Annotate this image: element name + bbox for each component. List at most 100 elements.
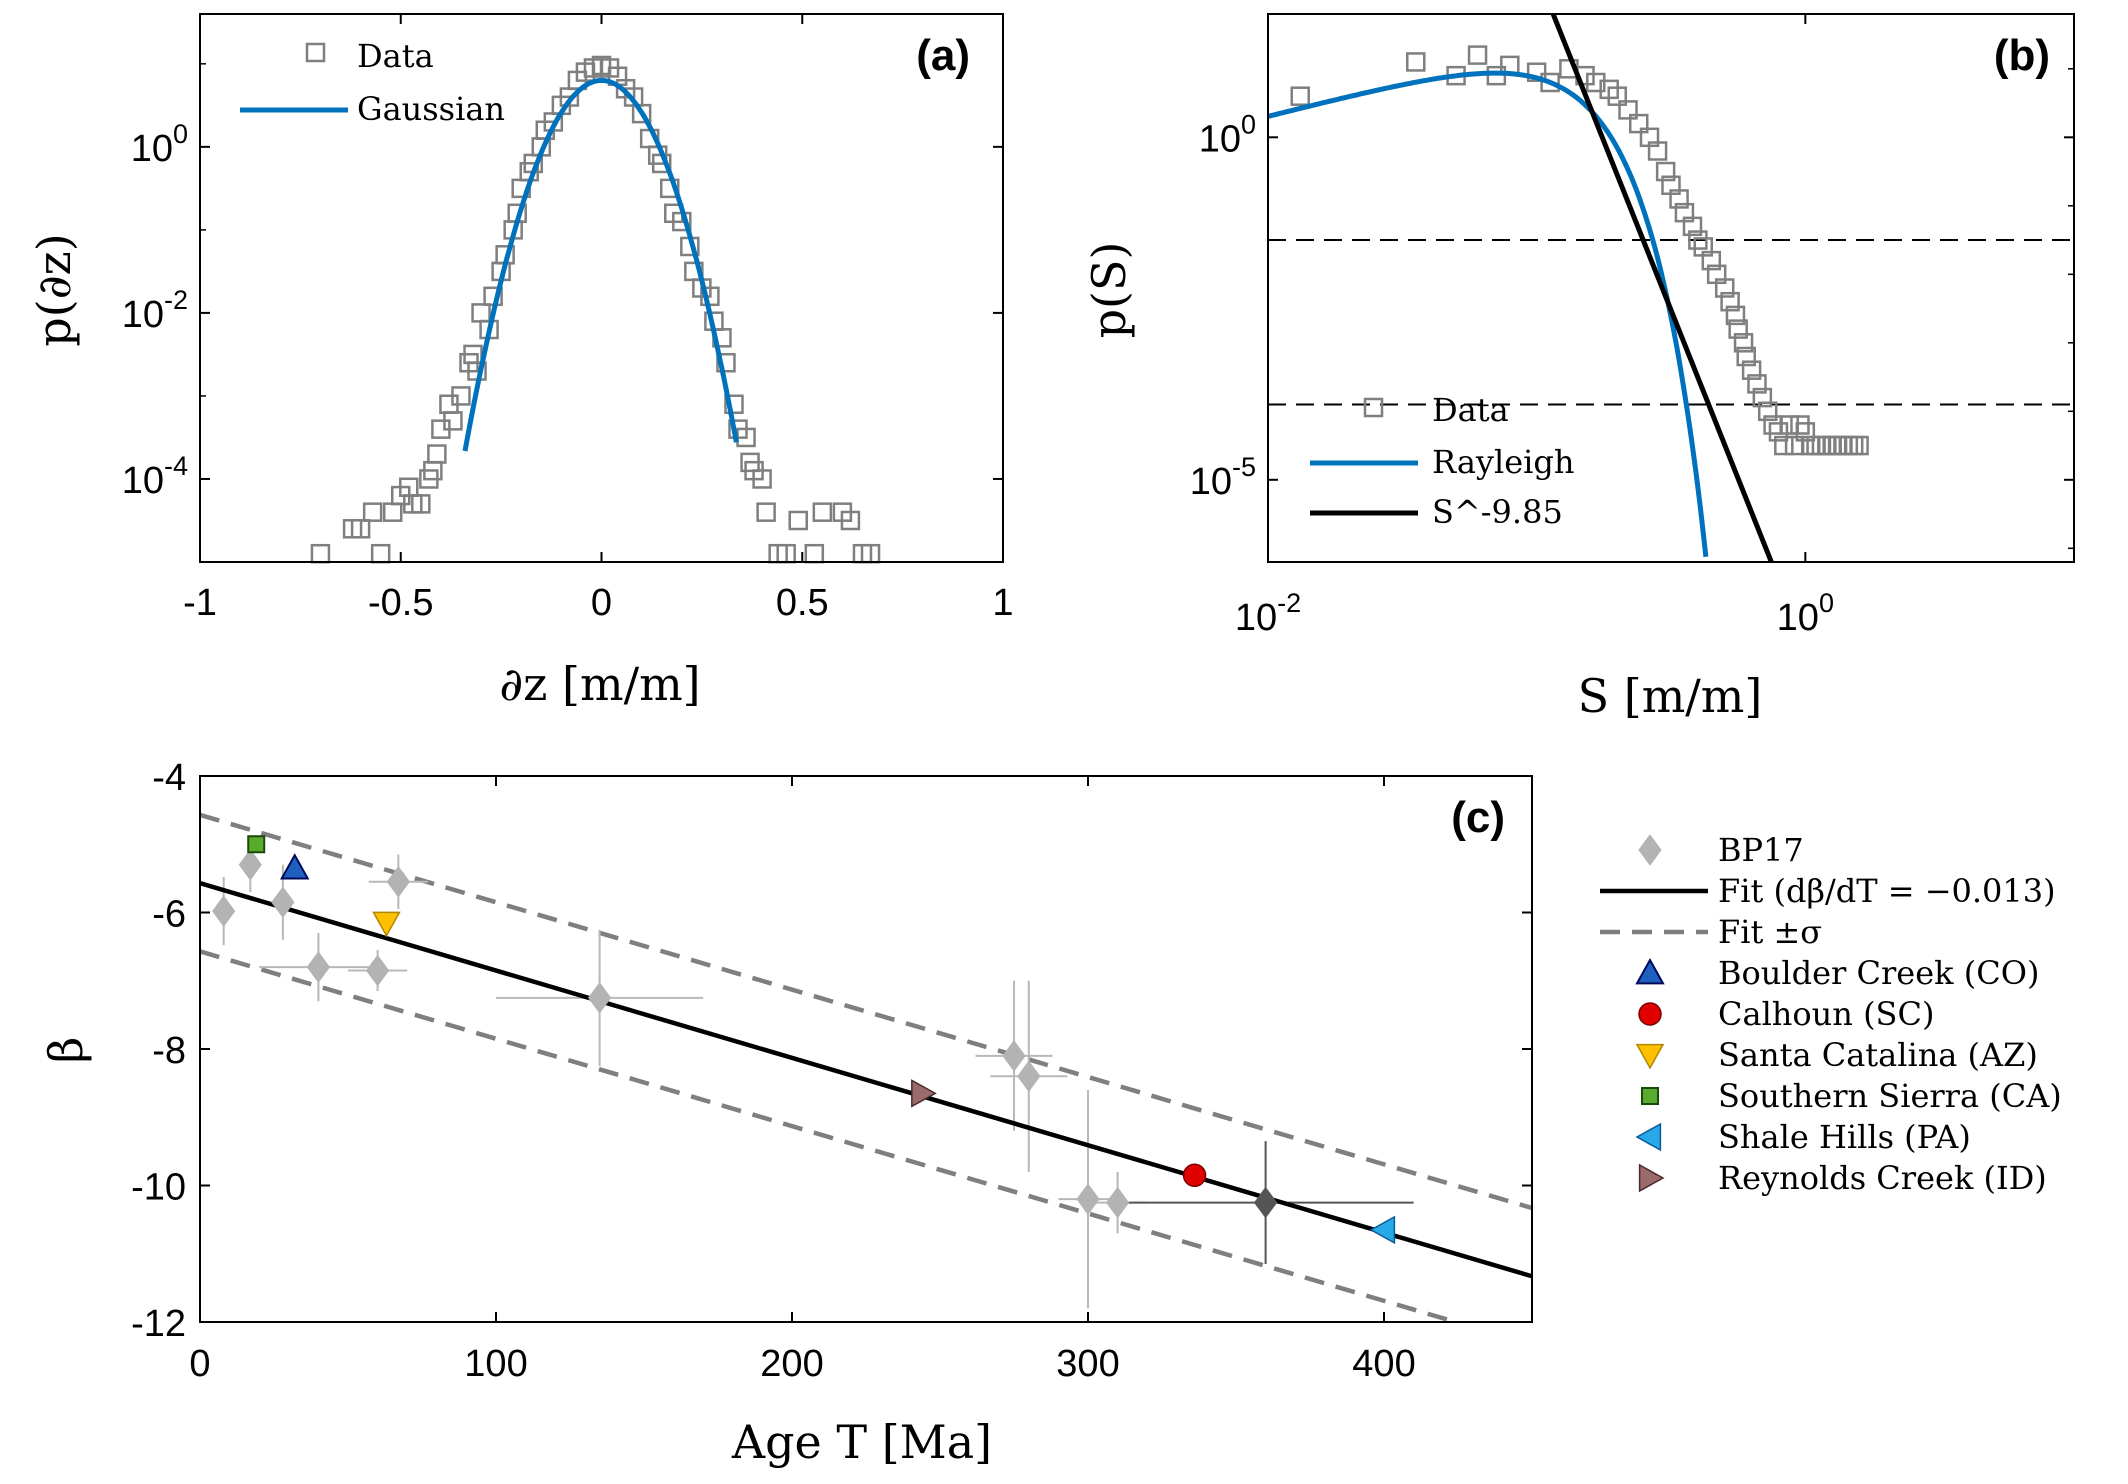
point-santa-catalina-az- — [372, 911, 401, 938]
data-point — [1736, 346, 1756, 367]
data-point — [362, 502, 383, 522]
data-point — [1741, 360, 1762, 380]
y-tick-label: -10 — [131, 1167, 186, 1209]
legend-c-marker — [1635, 1043, 1665, 1070]
legend-c-label: BP17 — [1718, 831, 1804, 869]
data-point — [716, 352, 736, 373]
y-tick-label: 100 — [131, 119, 188, 170]
data-point — [752, 469, 772, 489]
panel-a-ticks: -1 -0.5 0 0.5 1 100 10-2 10-4 — [122, 14, 1014, 624]
data-point — [812, 502, 833, 522]
point-bp17 — [306, 951, 331, 983]
data-point — [804, 543, 825, 564]
panel-b-ticks: 10-2 100 100 10-5 — [1190, 14, 2074, 639]
x-tick-label: 10-2 — [1235, 588, 1301, 639]
data-point — [1779, 415, 1799, 435]
data-point — [1838, 435, 1859, 456]
point-boulder-creek-co- — [280, 853, 310, 880]
x-tick-label: 100 — [1777, 588, 1834, 639]
power-law-line — [1550, 13, 1774, 563]
y-tick-label: -6 — [152, 894, 186, 936]
legend-b-data: Data — [1432, 391, 1509, 429]
point-bp17 — [1002, 1039, 1026, 1072]
data-point — [840, 510, 861, 531]
panel-c-marks — [199, 812, 1533, 1325]
x-tick-label: -0.5 — [368, 582, 433, 624]
legend-c-label: Fit (dβ/dT = −0.013) — [1718, 872, 2056, 910]
panel-a-label: (a) — [916, 31, 970, 80]
data-point — [1843, 435, 1864, 456]
panel-b-label: (b) — [1994, 31, 2050, 80]
legend-a-data: Data — [357, 37, 434, 75]
data-point — [1467, 45, 1488, 65]
data-point — [1752, 387, 1773, 408]
data-point — [1406, 52, 1426, 72]
point-shale-hills-pa- — [1369, 1215, 1396, 1245]
point-bp17 — [1076, 1183, 1100, 1215]
point-bp17 — [238, 848, 262, 881]
legend-c-marker — [1635, 957, 1665, 985]
fit-line — [199, 880, 1533, 1279]
x-tick-label: 1 — [992, 582, 1013, 624]
legend-c-label: Calhoun (SC) — [1718, 995, 1934, 1033]
point-bp17 — [1105, 1186, 1130, 1219]
data-point — [1833, 435, 1853, 456]
x-tick-label: -1 — [183, 582, 217, 624]
data-point — [1728, 319, 1748, 339]
data-point — [1768, 422, 1789, 442]
data-point — [1688, 230, 1708, 250]
legend-c-marker — [1638, 1163, 1665, 1193]
data-point — [1629, 113, 1649, 134]
fit-lower-sigma-line — [199, 949, 1457, 1325]
x-tick-label: 200 — [760, 1343, 823, 1385]
data-point — [1747, 374, 1767, 394]
panel-c-ylabel: β — [39, 1037, 93, 1064]
data-point — [427, 444, 447, 464]
data-point — [382, 502, 403, 522]
data-point — [1526, 62, 1547, 82]
panel-c: 0 100 200 300 400 -4 -6 -8 -10 -12 (c) Age T [Ma]… — [39, 757, 2062, 1469]
legend-c-label: Santa Catalina (AZ) — [1718, 1036, 2038, 1074]
panel-b: 10-2 100 100 10-5 (b) S [m/m] p(S) Data Ray… — [1082, 13, 2075, 723]
point-calhoun-sc- — [1182, 1163, 1207, 1188]
data-point — [1618, 100, 1638, 120]
legend-c-marker — [1638, 834, 1662, 866]
panel-a-xlabel: ∂z [m/m] — [499, 657, 700, 711]
legend-c-label: Shale Hills (PA) — [1718, 1118, 1971, 1156]
panel-a-legend: Data Gaussian — [240, 37, 505, 128]
y-tick-label: 100 — [1199, 109, 1256, 160]
data-point — [1540, 72, 1560, 93]
data-point — [1714, 278, 1735, 298]
legend-c-marker — [1635, 1122, 1662, 1152]
y-tick-label: -4 — [152, 757, 186, 799]
data-point — [411, 494, 431, 514]
y-tick-label: 10-5 — [1190, 452, 1256, 503]
legend-a-gaussian: Gaussian — [357, 90, 505, 128]
point-bp17 — [271, 886, 295, 919]
legend-c-marker — [1641, 1087, 1659, 1105]
panel-b-marks — [1267, 13, 2074, 563]
x-tick-label: 0.5 — [776, 582, 829, 624]
data-point — [756, 502, 776, 522]
data-point — [724, 394, 744, 414]
y-tick-label: 10-2 — [122, 285, 188, 336]
point-bp17 — [1017, 1060, 1041, 1093]
panel-a-frame — [199, 13, 1004, 563]
data-point — [1669, 189, 1689, 209]
panel-c-label: (c) — [1451, 793, 1505, 842]
data-point — [370, 543, 391, 564]
x-tick-label: 400 — [1352, 1343, 1415, 1385]
point-bp17 — [365, 954, 390, 987]
data-point — [1827, 435, 1848, 456]
legend-c-marker — [1638, 1002, 1662, 1026]
data-point — [1795, 422, 1816, 442]
data-point — [1725, 305, 1746, 326]
x-tick-label: 0 — [189, 1343, 210, 1385]
panel-b-legend: Data Rayleigh S^-9.85 — [1310, 391, 1574, 531]
point-bp17 — [386, 865, 410, 898]
x-tick-label: 100 — [464, 1343, 527, 1385]
data-point — [1682, 216, 1703, 237]
data-point — [1655, 161, 1676, 182]
legend-b-powerlaw: S^-9.85 — [1432, 493, 1563, 531]
